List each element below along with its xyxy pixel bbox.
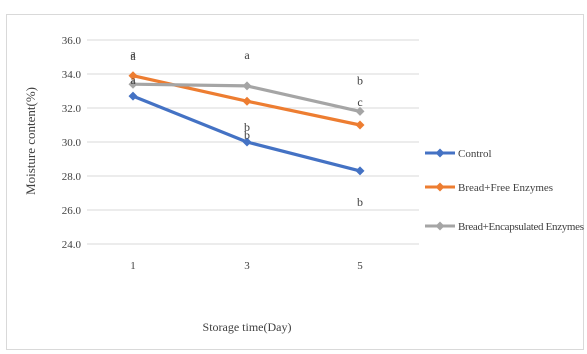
legend-marker [435,221,445,231]
legend-marker [435,148,445,158]
legend: Control Bread+Free Enzymes Bread+Encapsula… [425,148,584,233]
y-tick-label: 28.0 [62,171,82,183]
significance-letter: a [244,48,250,62]
y-tick-label: 26.0 [62,205,82,217]
data-point [128,79,138,89]
legend-label: Control [458,148,492,160]
series-group [128,71,365,176]
data-point [242,137,252,147]
significance-letter: a [130,49,136,63]
significance-letter: b [357,73,363,87]
y-tick-label: 36.0 [62,35,82,47]
data-point [128,91,138,101]
data-point [242,81,252,91]
x-axis: 1 3 5 [130,260,363,272]
y-axis: 24.0 26.0 28.0 30.0 32.0 34.0 36.0 [62,35,82,251]
y-tick-label: 24.0 [62,239,82,251]
significance-letter: a [130,73,136,87]
significance-letter: a [130,47,136,61]
significance-letter: b [244,120,250,134]
legend-marker [435,182,445,192]
x-axis-label: Storage time(Day) [203,320,292,334]
significance-letter: b [357,195,363,209]
data-point [355,166,365,176]
y-tick-label: 34.0 [62,69,82,81]
significance-letter: c [357,95,362,109]
y-tick-label: 32.0 [62,103,82,115]
data-point [355,120,365,130]
x-tick-label: 3 [244,260,250,272]
x-tick-label: 5 [357,260,363,272]
legend-label: Bread+Encapsulated Enzymes [458,221,584,233]
data-point [242,96,252,106]
x-tick-label: 1 [130,260,136,272]
gridlines [87,39,419,245]
y-axis-label: Moisture content(%) [23,87,38,195]
significance-letter: b [244,128,250,142]
data-point [355,106,365,116]
legend-label: Bread+Free Enzymes [458,182,553,194]
data-point [128,71,138,81]
y-tick-label: 30.0 [62,137,82,149]
